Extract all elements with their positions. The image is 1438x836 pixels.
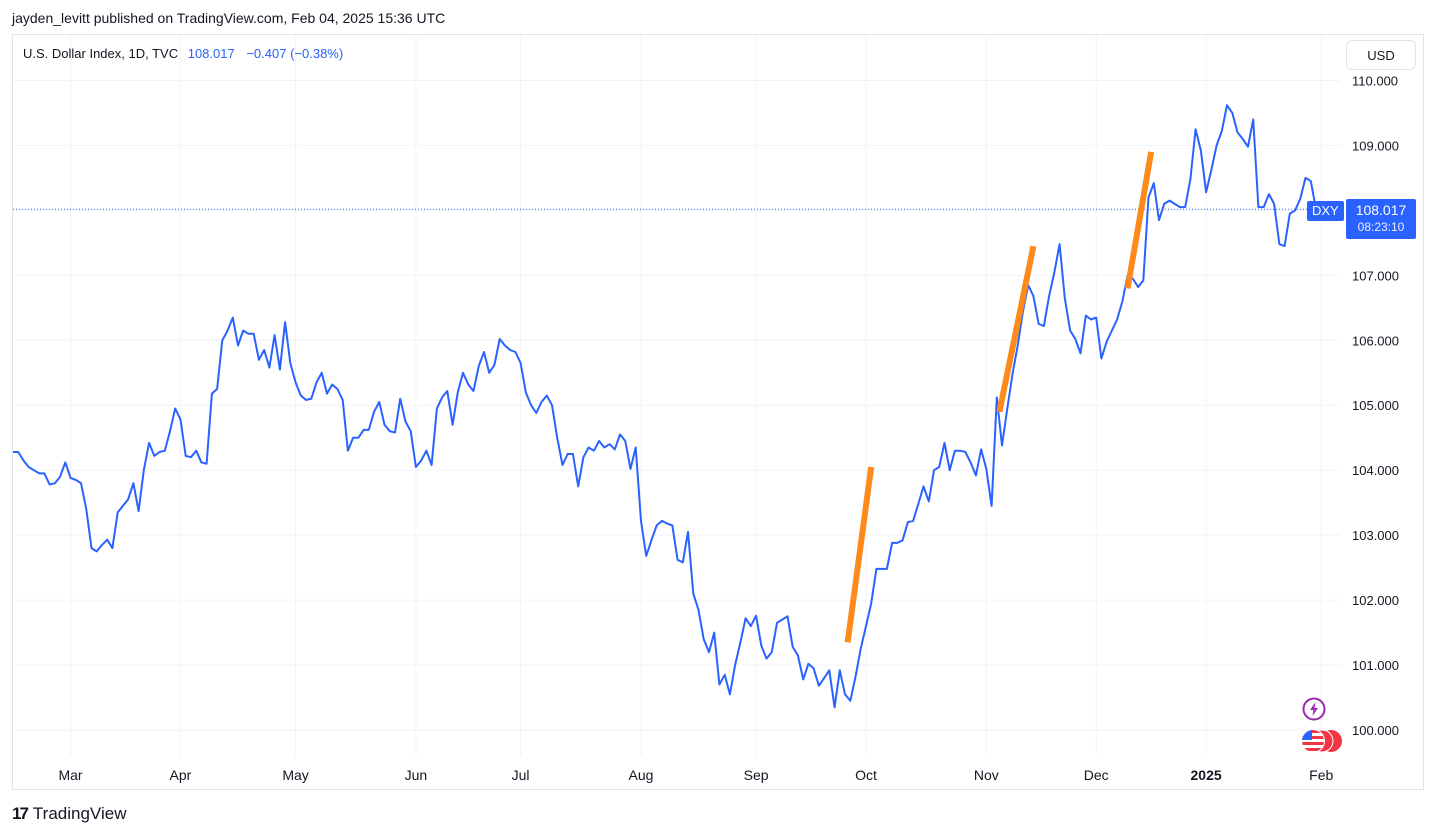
chart-frame xyxy=(12,34,1424,790)
brand-text: TradingView xyxy=(32,804,127,823)
annotation-line xyxy=(1124,151,1155,289)
annotation-lines xyxy=(844,151,1155,643)
annotation-line xyxy=(844,466,875,643)
chart-legend: U.S. Dollar Index, 1D, TVC 108.017 −0.40… xyxy=(23,46,343,61)
time-tick-label: Aug xyxy=(628,767,653,783)
symbol-tag: DXY xyxy=(1307,201,1344,221)
price-tick-label: 103.000 xyxy=(1352,528,1399,543)
grid-lines xyxy=(13,35,1340,756)
time-tick-label: Nov xyxy=(974,767,999,783)
time-tick-label: Jul xyxy=(512,767,530,783)
price-tick-label: 110.000 xyxy=(1352,73,1398,88)
tradingview-logo-icon: 17 xyxy=(12,804,29,823)
price-tick-label: 107.000 xyxy=(1352,268,1399,283)
legend-symbol: U.S. Dollar Index, 1D, TVC xyxy=(23,46,179,61)
price-tick-label: 102.000 xyxy=(1352,593,1399,608)
price-tick-label: 109.000 xyxy=(1352,138,1399,153)
time-tick-label: Dec xyxy=(1084,767,1109,783)
time-tick-label: Jun xyxy=(405,767,428,783)
publisher-line: jayden_levitt published on TradingView.c… xyxy=(12,10,446,26)
price-tick-label: 106.000 xyxy=(1352,333,1399,348)
time-tick-label: May xyxy=(282,767,308,783)
legend-change: −0.407 (−0.38%) xyxy=(246,46,344,61)
time-axis: Mar Apr May Jun Jul Aug Sep Oct Nov Dec 2025 Feb xyxy=(58,767,1333,783)
time-tick-label: Sep xyxy=(744,767,769,783)
price-tick-label: 100.000 xyxy=(1352,723,1399,738)
price-tick-label: 105.000 xyxy=(1352,398,1399,413)
time-tick-label: 2025 xyxy=(1191,767,1222,783)
time-tick-label: Oct xyxy=(855,767,877,783)
us-flag-icon[interactable] xyxy=(1300,728,1344,754)
time-tick-label: Feb xyxy=(1309,767,1333,783)
currency-unit-button[interactable]: USD xyxy=(1346,40,1416,70)
price-tick-label: 104.000 xyxy=(1352,463,1399,478)
price-axis: 100.000 101.000 102.000 103.000 104.000 105.0… xyxy=(1352,73,1399,738)
time-tick-label: Mar xyxy=(58,767,82,783)
legend-value: 108.017 xyxy=(187,46,235,61)
annotation-line xyxy=(996,245,1037,413)
dxy-price-line xyxy=(13,104,1317,709)
last-price-value: 108.017 xyxy=(1355,202,1407,218)
time-tick-label: Apr xyxy=(170,767,192,783)
price-tick-label: 101.000 xyxy=(1352,658,1399,673)
bar-countdown: 08:23:10 xyxy=(1357,220,1405,234)
tradingview-brand[interactable]: 17 TradingView xyxy=(12,804,126,824)
last-price-tag: 108.017 08:23:10 xyxy=(1346,199,1416,239)
bolt-icon[interactable] xyxy=(1302,697,1326,721)
